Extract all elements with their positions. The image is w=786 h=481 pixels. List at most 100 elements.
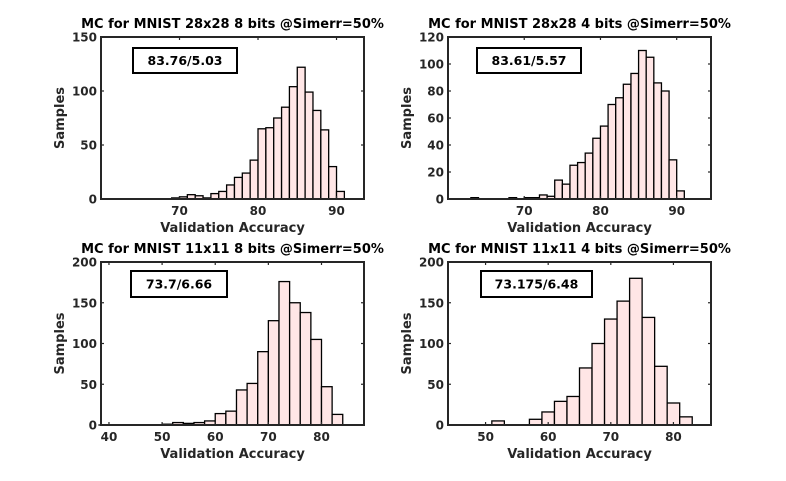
y-tick-label: 50	[80, 378, 97, 392]
histogram-bar	[566, 395, 581, 426]
histogram-bar	[278, 280, 291, 426]
x-axis-label: Validation Accuracy	[507, 447, 652, 462]
y-tick-label: 80	[427, 85, 444, 99]
x-tick-label: 90	[328, 204, 345, 218]
y-tick-label: 0	[89, 419, 97, 433]
x-tick-label: 50	[477, 430, 494, 444]
chart-title: MC for MNIST 11x11 8 bits @Simerr=50%	[81, 242, 384, 257]
y-tick-label: 60	[427, 112, 444, 126]
x-axis-label: Validation Accuracy	[160, 221, 305, 236]
y-tick-label: 150	[419, 296, 444, 310]
histogram-bar	[603, 318, 618, 426]
histogram-bar	[225, 184, 236, 200]
histogram-bar	[628, 277, 643, 426]
histogram-bar	[320, 129, 330, 200]
histogram-bar	[668, 159, 678, 200]
y-axis-label: Samples	[400, 312, 415, 374]
x-tick-label: 70	[516, 204, 533, 218]
annotation-text: 73.175/6.48	[495, 277, 579, 292]
y-axis-label: Samples	[53, 87, 68, 149]
histogram-bar	[267, 320, 280, 426]
histogram-bar	[666, 402, 681, 426]
histogram-bars	[454, 277, 705, 426]
x-tick-label: 40	[101, 430, 118, 444]
x-axis-label: Validation Accuracy	[507, 221, 652, 236]
chart-title: MC for MNIST 28x28 4 bits @Simerr=50%	[428, 17, 731, 32]
y-tick-label: 50	[427, 378, 444, 392]
histogram-bar	[257, 128, 267, 200]
axes-frame	[100, 36, 365, 200]
y-tick-label: 150	[72, 31, 97, 45]
histogram-bar	[569, 164, 579, 200]
y-tick-label: 0	[436, 419, 444, 433]
histogram-bar	[257, 350, 270, 426]
histogram-bars	[470, 49, 692, 200]
histogram-bar	[630, 72, 640, 200]
y-tick-label: 100	[72, 337, 97, 351]
histogram-bar	[653, 365, 668, 426]
histogram-bar	[265, 127, 275, 200]
histogram-bar	[241, 172, 251, 200]
histogram-bar	[246, 382, 259, 426]
y-axis-label: Samples	[400, 87, 415, 149]
y-tick-label: 0	[89, 193, 97, 207]
histogram-bar	[615, 97, 624, 200]
histogram-bar	[578, 367, 593, 426]
y-tick-label: 20	[427, 166, 444, 180]
histogram-bar	[645, 56, 655, 200]
histogram-bar	[335, 190, 346, 200]
annotation-box	[130, 270, 228, 298]
histogram-bar	[679, 416, 693, 426]
x-tick-label: 60	[207, 430, 224, 444]
y-tick-label: 50	[80, 139, 97, 153]
x-tick-label: 70	[260, 430, 277, 444]
histogram-bar	[214, 412, 227, 426]
histogram-bar	[561, 183, 571, 200]
annotation-text: 83.76/5.03	[148, 53, 223, 68]
histogram-bar	[218, 190, 228, 200]
annotation-text: 73.7/6.66	[146, 277, 213, 292]
histogram-bar	[320, 386, 333, 426]
y-tick-label: 0	[436, 193, 444, 207]
y-axis-label: Samples	[53, 312, 68, 374]
y-tick-label: 100	[72, 85, 97, 99]
histogram-bars	[98, 280, 344, 426]
histogram-bar	[299, 311, 312, 426]
histogram-bar	[328, 165, 338, 200]
x-tick-label: 80	[592, 204, 609, 218]
histogram-bar	[233, 176, 243, 200]
y-tick-label: 200	[72, 256, 97, 270]
x-tick-label: 70	[171, 204, 188, 218]
histogram-bar	[235, 389, 248, 426]
y-tick-label: 150	[72, 296, 97, 310]
x-tick-label: 70	[602, 430, 619, 444]
y-tick-label: 100	[419, 58, 444, 72]
histogram-bar	[653, 82, 663, 200]
histogram-bar	[554, 179, 563, 200]
chart-title: MC for MNIST 28x28 8 bits @Simerr=50%	[81, 17, 384, 32]
x-tick-label: 50	[154, 430, 171, 444]
histogram-bar	[225, 410, 238, 426]
x-tick-label: 80	[665, 430, 682, 444]
histogram-bar	[607, 103, 617, 200]
histogram-bar	[288, 302, 301, 426]
histogram-bar	[584, 152, 594, 200]
histogram-bar	[637, 49, 647, 200]
histogram-bar	[616, 300, 631, 426]
histogram-bar	[622, 83, 632, 200]
annotation-box	[476, 47, 582, 74]
annotation-box	[132, 47, 238, 74]
histogram-bar	[592, 137, 602, 200]
histogram-bar	[296, 66, 306, 200]
y-tick-label: 40	[427, 139, 444, 153]
histogram-bar	[304, 91, 314, 200]
histogram-bar	[591, 342, 606, 426]
y-tick-label: 200	[419, 256, 444, 270]
histogram-bar	[249, 159, 259, 200]
histogram-bar	[331, 413, 344, 426]
